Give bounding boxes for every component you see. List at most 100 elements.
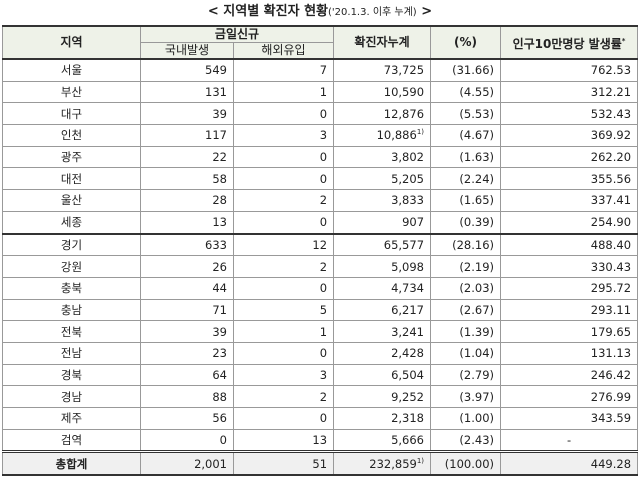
table-row: 전남 23 0 2,428 (1.04) 131.13 <box>2 341 639 365</box>
rate-cell: 312.21 <box>500 80 639 104</box>
total-text: 232,859 <box>369 456 417 471</box>
footnote-mark: 1) <box>416 456 425 465</box>
total-text: 4,734 <box>391 281 425 296</box>
overseas-cell: 3 <box>232 124 335 147</box>
region-cell: 강원 <box>2 255 141 278</box>
table-row: 광주 22 0 3,802 (1.63) 262.20 <box>2 145 639 169</box>
total-cell: 5,098 <box>333 255 432 278</box>
table-row: 총합계 2,001 51 232,8591) (100.00) 449.28 <box>2 450 639 477</box>
rate-cell: 254.90 <box>500 210 639 235</box>
region-cell: 총합계 <box>2 450 141 477</box>
rate-cell: 343.59 <box>500 407 639 430</box>
total-text: 10,886 <box>376 128 417 143</box>
table-row: 세종 13 0 907 (0.39) 254.90 <box>2 210 639 235</box>
total-cell: 2,318 <box>333 407 432 430</box>
overseas-cell: 0 <box>232 102 335 126</box>
domestic-cell: 633 <box>140 232 234 257</box>
domestic-cell: 39 <box>140 320 234 343</box>
region-cell: 경북 <box>2 363 141 387</box>
table-row: 전북 39 1 3,241 (1.39) 179.65 <box>2 320 639 343</box>
domestic-cell: 64 <box>140 363 234 387</box>
header-cell: 확진자누계 <box>333 25 432 60</box>
table-row: 충북 44 0 4,734 (2.03) 295.72 <box>2 276 639 300</box>
rate-cell: 337.41 <box>500 189 639 212</box>
total-cell: 3,833 <box>333 189 432 212</box>
table-row: 경북 64 3 6,504 (2.79) 246.42 <box>2 363 639 387</box>
overseas-cell: 0 <box>232 210 335 235</box>
total-cell: 65,577 <box>333 232 432 257</box>
region-cell: 충남 <box>2 298 141 322</box>
pct-cell: (1.63) <box>430 145 502 169</box>
title-sub: ('20.1.3. 이후 누계) <box>328 7 417 18</box>
table-row: 울산 28 2 3,833 (1.65) 337.41 <box>2 189 639 212</box>
total-text: 10,590 <box>383 85 425 100</box>
header-cell: 해외유입 <box>232 42 335 60</box>
total-text: 65,577 <box>383 237 425 252</box>
total-cell: 6,217 <box>333 298 432 322</box>
overseas-cell: 1 <box>232 320 335 343</box>
total-cell: 6,504 <box>333 363 432 387</box>
total-cell: 232,8591) <box>333 450 432 477</box>
total-text: 12,876 <box>383 106 425 121</box>
overseas-cell: 1 <box>232 80 335 104</box>
total-text: 9,252 <box>391 389 425 404</box>
total-cell: 5,666 <box>333 428 432 453</box>
overseas-cell: 0 <box>232 167 335 191</box>
rate-cell: 131.13 <box>500 341 639 365</box>
domestic-cell: 44 <box>140 276 234 300</box>
region-cell: 서울 <box>2 58 141 82</box>
overseas-cell: 0 <box>232 341 335 365</box>
total-cell: 3,802 <box>333 145 432 169</box>
table-row: 서울 549 7 73,725 (31.66) 762.53 <box>2 58 639 82</box>
domestic-cell: 2,001 <box>140 450 234 477</box>
region-cell: 인천 <box>2 124 141 147</box>
region-cell: 전남 <box>2 341 141 365</box>
header-cell: 지역 <box>2 25 141 60</box>
rate-cell: 369.92 <box>500 124 639 147</box>
header-text: 인구10만명당 발생률 <box>512 36 622 51</box>
total-text: 73,725 <box>383 63 425 78</box>
domestic-cell: 56 <box>140 407 234 430</box>
domestic-cell: 13 <box>140 210 234 235</box>
region-cell: 세종 <box>2 210 141 235</box>
total-text: 5,205 <box>391 171 425 186</box>
total-cell: 907 <box>333 210 432 235</box>
domestic-cell: 22 <box>140 145 234 169</box>
table-row: 제주 56 0 2,318 (1.00) 343.59 <box>2 407 639 430</box>
region-cell: 경남 <box>2 385 141 408</box>
region-cell: 검역 <box>2 428 141 453</box>
table-row: 충남 71 5 6,217 (2.67) 293.11 <box>2 298 639 322</box>
rate-cell: 532.43 <box>500 102 639 126</box>
rate-cell: 246.42 <box>500 363 639 387</box>
overseas-cell: 0 <box>232 276 335 300</box>
pct-cell: (2.67) <box>430 298 502 322</box>
pct-cell: (1.04) <box>430 341 502 365</box>
header-cell: (%) <box>430 25 502 60</box>
pct-cell: (1.00) <box>430 407 502 430</box>
table-body: 서울 549 7 73,725 (31.66) 762.53 부산 131 1 10,590 (4.… <box>2 58 639 477</box>
total-cell: 9,252 <box>333 385 432 408</box>
table-row: 대구 39 0 12,876 (5.53) 532.43 <box>2 102 639 126</box>
total-text: 6,217 <box>391 302 425 317</box>
domestic-cell: 71 <box>140 298 234 322</box>
total-cell: 10,8861) <box>333 124 432 147</box>
domestic-cell: 0 <box>140 428 234 453</box>
header-cell: 국내발생 <box>140 42 234 60</box>
total-cell: 5,205 <box>333 167 432 191</box>
rate-cell: 330.43 <box>500 255 639 278</box>
region-cell: 충북 <box>2 276 141 300</box>
total-text: 3,802 <box>391 150 425 165</box>
title-left: < <box>207 4 219 19</box>
title-right: > <box>421 4 433 19</box>
domestic-cell: 549 <box>140 58 234 82</box>
title-main: 지역별 확진자 현황 <box>223 4 329 19</box>
region-cell: 대구 <box>2 102 141 126</box>
overseas-cell: 3 <box>232 363 335 387</box>
total-text: 907 <box>402 215 425 230</box>
total-cell: 3,241 <box>333 320 432 343</box>
table-row: 대전 58 0 5,205 (2.24) 355.56 <box>2 167 639 191</box>
rate-cell: 179.65 <box>500 320 639 343</box>
total-text: 6,504 <box>391 367 425 382</box>
pct-cell: (2.03) <box>430 276 502 300</box>
overseas-cell: 0 <box>232 407 335 430</box>
